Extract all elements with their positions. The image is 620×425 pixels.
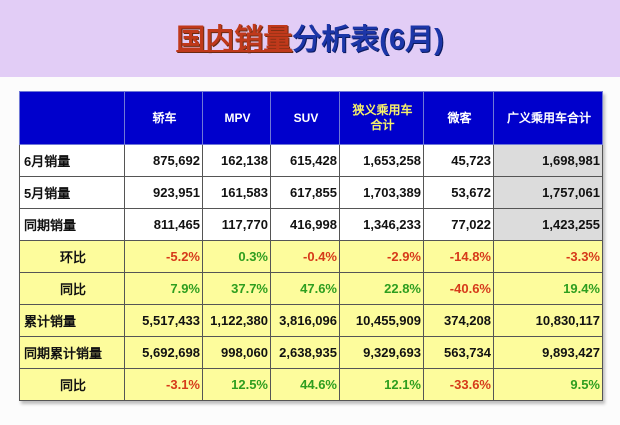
cell: 1,757,061 <box>493 176 603 209</box>
table-row: 同期累计销量 5,692,698 998,060 2,638,935 9,329… <box>19 336 603 369</box>
cell: 77,022 <box>423 208 494 241</box>
cell: -5.2% <box>124 240 203 273</box>
title-blue-part: 分析表(6月) <box>292 24 444 56</box>
cell: -0.4% <box>270 240 340 273</box>
sales-analysis-table: 轿车 MPV SUV 狭义乘用车 合计 微客 广义乘用车合计 6月销量 875,6… <box>19 91 603 401</box>
cell: 10,830,117 <box>493 304 603 337</box>
cell: 45,723 <box>423 144 494 177</box>
cell: 811,465 <box>124 208 203 241</box>
title-red-part: 国内销量 <box>176 24 293 56</box>
cell: 9.5% <box>493 368 603 401</box>
cell: 1,423,255 <box>493 208 603 241</box>
header-narrow-line2: 合计 <box>370 118 395 132</box>
cell: 9,329,693 <box>339 336 424 369</box>
cell: 1,346,233 <box>339 208 424 241</box>
header-mpv: MPV <box>202 91 271 145</box>
cell: 2,638,935 <box>270 336 340 369</box>
header-suv: SUV <box>270 91 340 145</box>
cell: 22.8% <box>339 272 424 305</box>
cell: 7.9% <box>124 272 203 305</box>
cell: -14.8% <box>423 240 494 273</box>
cell: 374,208 <box>423 304 494 337</box>
page-title: 国内销量分析表(6月) <box>0 22 620 58</box>
cell: 47.6% <box>270 272 340 305</box>
cell: -3.3% <box>493 240 603 273</box>
cell: 0.3% <box>202 240 271 273</box>
cell: 3,816,096 <box>270 304 340 337</box>
header-row: 轿车 MPV SUV 狭义乘用车 合计 微客 广义乘用车合计 <box>19 91 603 145</box>
header-blank <box>19 91 125 145</box>
table-row: 6月销量 875,692 162,138 615,428 1,653,258 4… <box>19 144 603 177</box>
row-label: 同期累计销量 <box>19 336 125 369</box>
cell: -3.1% <box>124 368 203 401</box>
cell: 5,517,433 <box>124 304 203 337</box>
table-row: 同期销量 811,465 117,770 416,998 1,346,233 7… <box>19 208 603 241</box>
cell: -2.9% <box>339 240 424 273</box>
cell: 1,122,380 <box>202 304 271 337</box>
cell: 563,734 <box>423 336 494 369</box>
cell: 923,951 <box>124 176 203 209</box>
row-label: 同比 <box>19 272 125 305</box>
header-narrow-total: 狭义乘用车 合计 <box>339 91 424 145</box>
cell: -40.6% <box>423 272 494 305</box>
table-row: 累计销量 5,517,433 1,122,380 3,816,096 10,45… <box>19 304 603 337</box>
cell: 1,703,389 <box>339 176 424 209</box>
table-row: 同比 -3.1% 12.5% 44.6% 12.1% -33.6% 9.5% <box>19 368 603 401</box>
row-label: 同比 <box>19 368 125 401</box>
cell: 416,998 <box>270 208 340 241</box>
cell: 998,060 <box>202 336 271 369</box>
row-label: 6月销量 <box>19 144 125 177</box>
cell: 12.1% <box>339 368 424 401</box>
cell: 161,583 <box>202 176 271 209</box>
cell: 1,698,981 <box>493 144 603 177</box>
row-label: 5月销量 <box>19 176 125 209</box>
cell: 1,653,258 <box>339 144 424 177</box>
row-label: 环比 <box>19 240 125 273</box>
header-minivan: 微客 <box>423 91 494 145</box>
header-narrow-line1: 狭义乘用车 <box>352 103 413 117</box>
header-broad-total: 广义乘用车合计 <box>493 91 603 145</box>
cell: -33.6% <box>423 368 494 401</box>
header-sedan: 轿车 <box>124 91 203 145</box>
cell: 9,893,427 <box>493 336 603 369</box>
cell: 117,770 <box>202 208 271 241</box>
cell: 19.4% <box>493 272 603 305</box>
table-row: 环比 -5.2% 0.3% -0.4% -2.9% -14.8% -3.3% <box>19 240 603 273</box>
title-band <box>0 0 620 77</box>
cell: 162,138 <box>202 144 271 177</box>
cell: 37.7% <box>202 272 271 305</box>
cell: 10,455,909 <box>339 304 424 337</box>
cell: 53,672 <box>423 176 494 209</box>
table-row: 5月销量 923,951 161,583 617,855 1,703,389 5… <box>19 176 603 209</box>
cell: 617,855 <box>270 176 340 209</box>
row-label: 累计销量 <box>19 304 125 337</box>
cell: 44.6% <box>270 368 340 401</box>
cell: 875,692 <box>124 144 203 177</box>
cell: 12.5% <box>202 368 271 401</box>
cell: 5,692,698 <box>124 336 203 369</box>
row-label: 同期销量 <box>19 208 125 241</box>
cell: 615,428 <box>270 144 340 177</box>
table-row: 同比 7.9% 37.7% 47.6% 22.8% -40.6% 19.4% <box>19 272 603 305</box>
